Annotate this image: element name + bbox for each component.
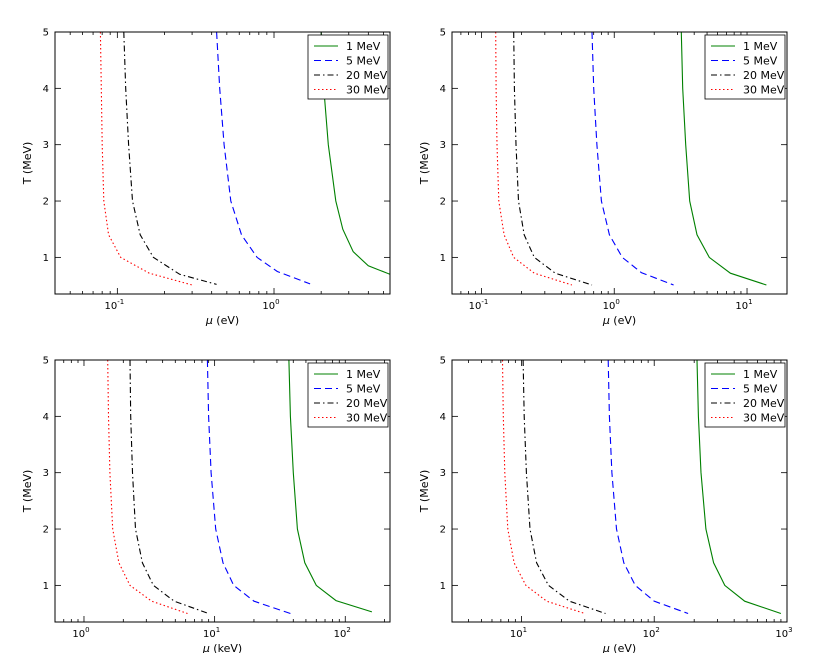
axes-frame	[54, 359, 391, 623]
legend-label: 20 MeV	[346, 69, 388, 82]
y-tick-label: 2	[440, 525, 446, 536]
y-tick-label: 4	[440, 84, 446, 95]
series-line-5-mev	[206, 360, 291, 615]
legend-label: 20 MeV	[346, 397, 388, 410]
x-tick-label: 101	[735, 298, 752, 312]
y-tick-label: 3	[440, 140, 446, 151]
y-tick-label: 4	[43, 84, 49, 95]
legend-label: 20 MeV	[743, 69, 785, 82]
legend-label: 5 MeV	[346, 55, 381, 68]
y-tick-label: 2	[43, 525, 49, 536]
y-axis-label: T (MeV)	[418, 470, 431, 514]
y-tick-label: 5	[440, 356, 446, 367]
x-tick-label: 103	[775, 626, 792, 640]
y-axis-label: T (MeV)	[21, 142, 34, 186]
legend-label: 1 MeV	[743, 40, 778, 53]
x-tick-label: 102	[334, 626, 351, 640]
y-tick-label: 5	[43, 356, 49, 367]
series-line-1-mev	[288, 360, 373, 613]
legend-label: 1 MeV	[743, 368, 778, 381]
series-line-1-mev	[680, 32, 767, 286]
x-tick-label: 101	[203, 626, 220, 640]
series-line-20-mev	[522, 360, 606, 615]
y-tick-label: 1	[440, 253, 446, 264]
x-axis-label: μ (eV)	[602, 642, 636, 653]
series-line-5-mev	[607, 360, 689, 615]
y-tick-label: 5	[440, 28, 446, 39]
legend-label: 1 MeV	[346, 40, 381, 53]
legend-label: 30 MeV	[346, 84, 388, 97]
series-line-1-mev	[696, 360, 782, 615]
x-tick-label: 10-1	[469, 298, 489, 312]
series-line-30-mev	[107, 360, 188, 615]
y-tick-label: 4	[43, 412, 49, 423]
y-tick-label: 3	[43, 140, 49, 151]
chart-panel-3: 100 101 102 1 2 3 4 5 μ (keV) T (MeV) 1 MeV 5 MeV20…	[21, 356, 391, 653]
y-tick-label: 3	[440, 468, 446, 479]
legend-label: 1 MeV	[346, 368, 381, 381]
axes-frame	[451, 31, 788, 295]
axes-frame	[451, 359, 788, 623]
x-axis-label: μ (eV)	[205, 314, 239, 327]
series-line-30-mev	[99, 32, 193, 286]
y-tick-label: 1	[440, 581, 446, 592]
axes-frame	[54, 31, 391, 295]
series-line-20-mev	[513, 32, 593, 286]
legend-label: 5 MeV	[743, 55, 778, 68]
x-tick-label: 100	[262, 298, 279, 312]
y-tick-label: 1	[43, 253, 49, 264]
series-line-30-mev	[495, 32, 573, 286]
series-line-5-mev	[216, 32, 311, 285]
y-tick-label: 2	[43, 197, 49, 208]
x-tick-label: 100	[603, 298, 620, 312]
y-axis-label: T (MeV)	[418, 142, 431, 186]
chart-panel-4: 101 102 103 1 2 3 4 5 μ (eV) T (MeV) 1 MeV 5 MeV20 …	[418, 356, 793, 653]
legend-label: 30 MeV	[346, 412, 388, 425]
series-line-20-mev	[129, 360, 209, 615]
legend-label: 5 MeV	[743, 383, 778, 396]
legend-label: 30 MeV	[743, 84, 785, 97]
legend-label: 5 MeV	[346, 383, 381, 396]
x-tick-label: 100	[72, 626, 89, 640]
y-tick-label: 1	[43, 581, 49, 592]
x-tick-label: 10-1	[104, 298, 124, 312]
x-axis-label: μ (eV)	[602, 314, 636, 327]
y-tick-label: 3	[43, 468, 49, 479]
x-tick-label: 101	[510, 626, 527, 640]
series-line-5-mev	[591, 32, 674, 286]
y-tick-label: 2	[440, 197, 446, 208]
y-tick-label: 5	[43, 28, 49, 39]
legend-label: 20 MeV	[743, 397, 785, 410]
x-tick-label: 102	[643, 626, 660, 640]
x-axis-label: μ (keV)	[202, 642, 242, 653]
chart-panel-2: 10-1 100 101 1 2 3 4 5 μ (eV) T (MeV) 1 MeV 5 MeV20…	[418, 28, 788, 327]
y-axis-label: T (MeV)	[21, 470, 34, 514]
y-tick-label: 4	[440, 412, 446, 423]
series-line-20-mev	[123, 32, 217, 285]
legend-label: 30 MeV	[743, 412, 785, 425]
